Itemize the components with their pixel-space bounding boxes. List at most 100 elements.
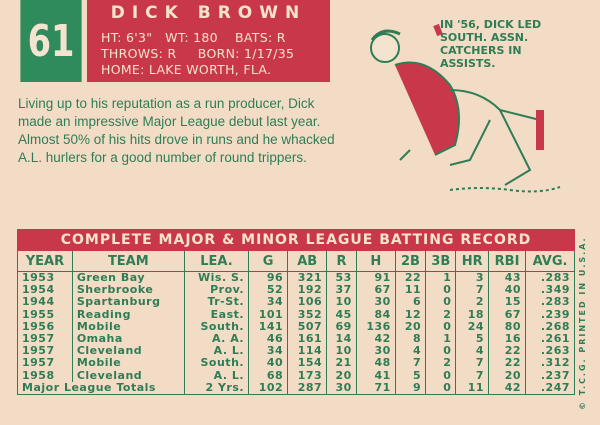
table-cell: .239 <box>525 308 575 321</box>
table-row: 1957 Cleveland A. L. 34 114 10 30 4 0 4 22.263 <box>17 345 575 358</box>
table-cell: 4 <box>394 345 427 358</box>
table-cell: 7 <box>394 357 427 370</box>
table-cell: South. <box>183 320 250 333</box>
batting-record-table: YEAR TEAM LEA. G AB R H 2B 3B HR RBI AVG. 1953 Green… <box>17 251 575 395</box>
table-row: 1957 Mobile South. 40 154 21 48 7 2 7 22.312 <box>17 357 575 370</box>
table-cell: 34 <box>248 296 289 309</box>
column-header: RBI <box>487 251 527 272</box>
table-cell: 10 <box>326 296 357 309</box>
table-cell: 91 <box>355 271 396 285</box>
table-cell: 37 <box>326 284 357 297</box>
table-cell: 2 <box>425 308 457 321</box>
column-header: AB <box>287 251 328 272</box>
table-cell: 20 <box>394 320 427 333</box>
totals-cell: 0 <box>425 381 457 395</box>
table-cell: 6 <box>394 296 427 309</box>
table-cell: A. L. <box>183 369 250 382</box>
table-row: 1953 Green Bay Wis. S. 96 321 53 91 22 1 3 43.283 <box>17 271 575 285</box>
table-cell: 96 <box>248 271 289 285</box>
table-row: 1954 Sherbrooke Prov. 52 192 37 67 11 0 7 40.349 <box>17 284 575 297</box>
column-header: R <box>326 251 357 272</box>
table-cell: Omaha <box>71 332 185 346</box>
table-cell: 67 <box>355 284 396 297</box>
column-header: AVG. <box>525 251 575 272</box>
table-cell: 7 <box>455 357 489 370</box>
table-cell: A. L. <box>183 345 250 358</box>
table-cell: .268 <box>525 320 575 333</box>
totals-cell: 9 <box>394 381 427 395</box>
table-cell: 34 <box>248 345 289 358</box>
totals-cell: 287 <box>287 381 328 395</box>
record-title: COMPLETE MAJOR & MINOR LEAGUE BATTING RE… <box>17 229 575 251</box>
table-cell: 1958 <box>17 369 73 382</box>
totals-cell: .247 <box>525 381 575 395</box>
player-info-line1: HT: 6'3" WT: 180 BATS: R <box>101 30 286 45</box>
table-cell: 22 <box>487 345 527 358</box>
table-cell: Reading <box>71 308 185 321</box>
table-cell: 1944 <box>17 296 73 309</box>
column-header: G <box>248 251 289 272</box>
table-cell: 45 <box>326 308 357 321</box>
table-cell: Cleveland <box>71 369 185 382</box>
totals-cell: 42 <box>487 381 527 395</box>
table-row: 1957 Omaha A. A. 46 161 14 42 8 1 5 16.261 <box>17 332 575 346</box>
table-cell: 141 <box>248 320 289 333</box>
table-cell: Tr-St. <box>183 296 250 309</box>
card-number: 61 <box>20 0 82 82</box>
table-cell: 192 <box>287 284 328 297</box>
table-cell: 30 <box>355 296 396 309</box>
table-cell: 40 <box>248 357 289 370</box>
table-cell: South. <box>183 357 250 370</box>
table-cell: 41 <box>355 369 396 382</box>
table-cell: 321 <box>287 271 328 285</box>
totals-cell: 30 <box>326 381 357 395</box>
table-cell: Prov. <box>183 284 250 297</box>
player-info-line2: THROWS: R BORN: 1/17/35 <box>101 46 295 61</box>
table-cell: 84 <box>355 308 396 321</box>
table-cell: 0 <box>425 369 457 382</box>
table-cell: 1957 <box>17 357 73 370</box>
table-cell: 1957 <box>17 332 73 346</box>
table-cell: 0 <box>425 320 457 333</box>
catcher-cartoon-illustration <box>370 23 561 193</box>
cartoon-caption: IN '56, DICK LED SOUTH. ASSN. CATCHERS I… <box>440 18 542 70</box>
table-cell: 106 <box>287 296 328 309</box>
column-header: 2B <box>394 251 427 272</box>
table-cell: 0 <box>425 284 457 297</box>
table-cell: 2 <box>425 357 457 370</box>
column-header: TEAM <box>71 251 185 272</box>
table-cell: Spartanburg <box>71 296 185 309</box>
table-cell: 43 <box>487 271 527 285</box>
table-cell: 68 <box>248 369 289 382</box>
table-cell: .283 <box>525 271 575 285</box>
table-cell: 12 <box>394 308 427 321</box>
table-cell: 53 <box>326 271 357 285</box>
table-cell: 1957 <box>17 345 73 358</box>
totals-cell: Major League Totals <box>17 381 185 395</box>
totals-row: Major League Totals 2 Yrs. 102 287 30 71 9 0 11 4… <box>17 381 575 395</box>
table-cell: 22 <box>394 271 427 285</box>
table-cell: Mobile <box>71 320 185 333</box>
table-cell: 173 <box>287 369 328 382</box>
table-cell: 101 <box>248 308 289 321</box>
table-cell: 48 <box>355 357 396 370</box>
player-info-line3: HOME: LAKE WORTH, FLA. <box>101 62 272 77</box>
table-cell: 20 <box>326 369 357 382</box>
table-row: 1956 Mobile South. 141 507 69 136 20 0 24 80.268 <box>17 320 575 333</box>
table-cell: 114 <box>287 345 328 358</box>
table-cell: 3 <box>455 271 489 285</box>
table-cell: 1955 <box>17 308 73 321</box>
table-cell: 161 <box>287 332 328 346</box>
table-cell: 1954 <box>17 284 73 297</box>
table-cell: 24 <box>455 320 489 333</box>
table-cell: 1956 <box>17 320 73 333</box>
column-header: LEA. <box>183 251 250 272</box>
table-cell: 52 <box>248 284 289 297</box>
table-cell: Mobile <box>71 357 185 370</box>
column-header: YEAR <box>17 251 73 272</box>
table-cell: .349 <box>525 284 575 297</box>
table-cell: 22 <box>487 357 527 370</box>
player-bio: Living up to his reputation as a run pro… <box>18 96 335 165</box>
table-cell: .263 <box>525 345 575 358</box>
